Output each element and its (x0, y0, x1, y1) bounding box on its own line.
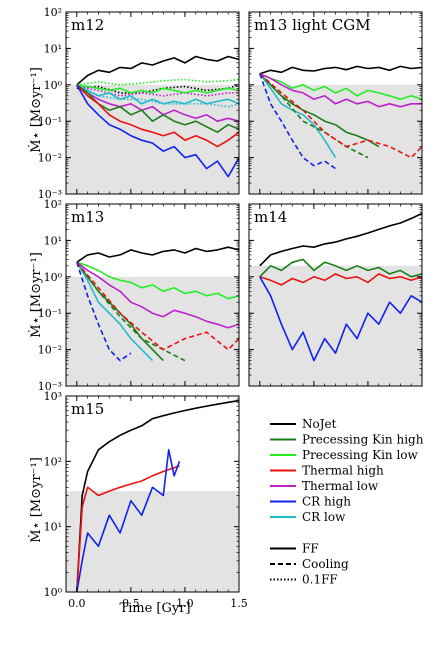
series-cr-high-cooling (259, 73, 336, 170)
ylabel-middle: Ṁ⋆ [M⊙yr⁻¹] (27, 252, 44, 338)
series-thermal-low-ff (259, 73, 422, 108)
panels-group: 10⁻³ 10⁻² 10⁻¹ 10⁰ 10¹ 10² m12 m13 light CGM 10⁻… (38, 6, 423, 610)
legend-entry: Precessing Kin high (302, 433, 424, 447)
ytick-label: 10² (44, 198, 62, 211)
panel-m13-light-cgm: m13 light CGM (248, 11, 423, 195)
ytick-label: 10⁻³ (38, 188, 62, 201)
series-nojet-ff (76, 55, 239, 86)
ytick-label: 10⁻² (38, 344, 62, 357)
ytick-label: 10² (44, 6, 62, 19)
xtick-label: 1.5 (230, 597, 248, 610)
legend-entry: Thermal low (302, 479, 379, 493)
series-cr-low-ff (259, 73, 337, 159)
series-precessing-kin-high-cooling (259, 73, 369, 159)
panel-title: m13 (71, 208, 104, 226)
legend-style-entry: FF (302, 542, 319, 556)
ytick-label: 10¹ (44, 42, 62, 55)
ytick-label: 10² (44, 455, 62, 468)
series-cr-high-ff (259, 276, 422, 362)
panel-m14: m14 (248, 203, 423, 387)
series-precessing-kin-low-ff (259, 73, 422, 101)
ytick-label: 10¹ (44, 521, 62, 534)
panel-m12: 10⁻³ 10⁻² 10⁻¹ 10⁰ 10¹ 10² m12 (38, 6, 240, 201)
series-cr-high-ff (76, 84, 239, 178)
ytick-label: 10¹ (44, 234, 62, 247)
shaded-region (66, 276, 239, 386)
panel-title: m12 (71, 16, 104, 34)
legend-entry: CR low (302, 510, 346, 524)
series-thermal-low-ff (76, 84, 239, 122)
series-thermal-high-ff (76, 465, 180, 592)
ytick-label: 10³ (44, 390, 62, 403)
series-thermal-low-ff (76, 261, 239, 329)
series-nojet-ff (76, 399, 239, 592)
ytick-label: 10⁰ (44, 586, 63, 599)
xtick-label: 0.0 (68, 597, 86, 610)
series-nojet-ff (259, 212, 422, 267)
panel-m15: 10⁰ 10¹ 10² 10³ 0.0 0.5 1.0 1.5 m15 (44, 390, 248, 610)
series-thermal-low-0.1ff (76, 85, 239, 97)
legend-style-entry: Cooling (302, 557, 349, 571)
panel-m13: 10⁻³ 10⁻² 10⁻¹ 10⁰ 10¹ 10² m13 (38, 198, 240, 393)
panel-title: m14 (254, 208, 287, 226)
series-precessing-kin-high-cooling (76, 261, 186, 362)
ytick-label: 10⁻² (38, 152, 62, 165)
panel-title: m13 light CGM (254, 16, 371, 34)
series-thermal-high-ff (76, 84, 239, 148)
xlabel: Time [Gyr] (119, 601, 190, 616)
ytick-label: 10⁰ (44, 79, 63, 92)
series-precessing-kin-high-ff (76, 84, 239, 133)
series-thermal-high-cooling (76, 261, 239, 351)
legend-entry: Precessing Kin low (302, 448, 419, 462)
shaded-region (66, 491, 239, 592)
series-precessing-kin-high-ff (259, 258, 422, 278)
legend-entry: Thermal high (302, 464, 384, 478)
series-cr-low-ff (76, 84, 239, 105)
ytick-label: 10⁻¹ (38, 115, 62, 128)
ylabel-bottom: Ṁ⋆ [M⊙yr⁻¹] (27, 457, 44, 543)
series-precessing-kin-low-ff (76, 84, 239, 94)
shaded-region (249, 265, 422, 386)
series-precessing-kin-low-ff (76, 261, 239, 300)
legend-entry: CR high (302, 495, 351, 509)
series-cr-high-ff (76, 449, 181, 592)
xtick-label: 0.5 (122, 597, 140, 610)
xtick-label: 1.0 (176, 597, 194, 610)
series-nojet-ff (76, 246, 239, 263)
ytick-label: 10⁰ (44, 271, 63, 284)
series-precessing-kin-low-0.1ff (76, 78, 239, 86)
series-nojet-ff (259, 65, 422, 75)
series-thermal-high-cooling (259, 73, 422, 159)
series-cr-low-ff (76, 261, 154, 362)
ytick-label: 10⁻¹ (38, 307, 62, 320)
series-thermal-high-ff (259, 273, 422, 286)
legend-style-entry: 0.1FF (302, 573, 338, 587)
ylabel-top: Ṁ⋆ [M⊙yr⁻¹] (27, 67, 44, 153)
legend-entry: NoJet (302, 417, 337, 431)
panel-title: m15 (71, 400, 104, 418)
ytick-label: 10⁻³ (38, 380, 62, 393)
